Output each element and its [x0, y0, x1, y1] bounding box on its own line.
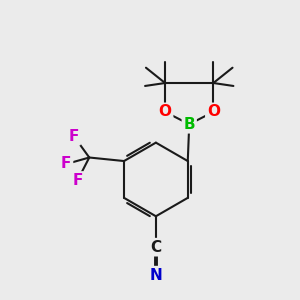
Text: F: F: [69, 129, 79, 144]
Text: B: B: [183, 117, 195, 132]
Text: O: O: [159, 104, 172, 119]
Text: F: F: [61, 157, 71, 172]
Text: C: C: [150, 240, 161, 255]
Text: O: O: [207, 104, 220, 119]
Text: F: F: [72, 173, 83, 188]
Text: N: N: [149, 268, 162, 283]
